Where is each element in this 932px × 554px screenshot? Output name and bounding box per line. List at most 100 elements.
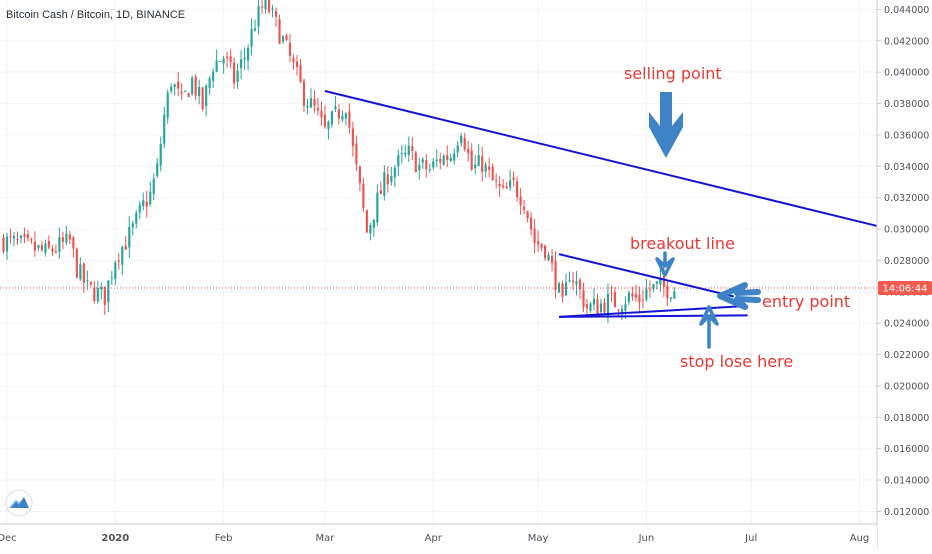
breakout-line-label: breakout line — [630, 234, 735, 253]
time-tick-label: Jun — [638, 533, 655, 544]
tradingview-logo-icon[interactable] — [5, 489, 33, 517]
candle-body — [470, 150, 473, 170]
candle-body — [449, 157, 452, 161]
time-tick-label: Aug — [850, 533, 870, 544]
candle-body — [240, 59, 243, 69]
trendline-rising-support — [558, 304, 748, 318]
candle-body — [278, 19, 281, 44]
candle-body — [655, 281, 658, 284]
candle-body — [669, 297, 672, 299]
candle-body — [648, 289, 651, 291]
candle-body — [550, 255, 554, 264]
candle-body — [233, 62, 236, 84]
price-badge-label: 14:06:44 — [883, 284, 928, 295]
candle-body — [26, 234, 30, 238]
time-axis[interactable] — [0, 524, 877, 550]
candle-body — [495, 180, 498, 182]
candle-body — [484, 164, 487, 172]
price-tick-label: 0.042000 — [884, 36, 929, 47]
candle-body — [5, 236, 9, 252]
candle-body — [330, 111, 334, 125]
candle-body — [439, 158, 442, 163]
time-tick-label: 2020 — [101, 533, 129, 544]
candle-body — [589, 303, 592, 311]
candle-body — [467, 149, 470, 153]
candle-body — [295, 61, 299, 67]
candle-body — [138, 204, 141, 213]
entry-arrow-icon — [717, 282, 761, 310]
candle-body — [509, 180, 512, 188]
candle-body — [313, 98, 316, 106]
candle-body — [61, 237, 64, 242]
candle-body — [400, 153, 403, 155]
candle-body — [208, 78, 211, 89]
candle-body — [264, 0, 267, 10]
candle-body — [236, 70, 239, 82]
candle-body — [564, 282, 568, 296]
candle-body — [585, 304, 589, 309]
trendline-upper-resistance — [324, 90, 878, 227]
price-axis[interactable] — [877, 0, 932, 550]
candle-body — [516, 181, 519, 197]
stop-lose-label: stop lose here — [680, 352, 793, 371]
candle-body — [198, 86, 201, 96]
candle-body — [365, 210, 368, 233]
candle-body — [54, 251, 57, 253]
candle-body — [617, 309, 620, 312]
candle-body — [9, 236, 12, 238]
price-tick-label: 0.016000 — [884, 444, 929, 455]
candle-body — [177, 81, 180, 89]
candle-body — [163, 114, 166, 144]
price-tick-label: 0.040000 — [884, 68, 929, 79]
trendline-breakout-line — [558, 253, 734, 298]
candle-body — [33, 241, 37, 251]
candle-body — [341, 115, 344, 120]
candle-body — [645, 288, 648, 300]
candle-body — [142, 200, 145, 206]
candle-body — [442, 155, 445, 165]
candle-body — [124, 245, 127, 250]
candle-body — [491, 166, 494, 181]
candle-body — [149, 191, 152, 205]
candle-body — [355, 143, 358, 165]
candle-body — [44, 243, 47, 253]
candle-body — [641, 299, 644, 301]
candle-body — [23, 234, 26, 237]
candle-body — [184, 90, 187, 92]
candle-body — [257, 6, 260, 27]
candle-body — [502, 185, 505, 187]
candle-body — [159, 143, 162, 166]
time-tick-label: Apr — [425, 533, 443, 544]
candle-body — [222, 58, 225, 64]
candle-body — [281, 36, 285, 42]
candle-body — [30, 238, 33, 241]
candle-body — [620, 309, 624, 313]
candle-body — [93, 287, 96, 302]
candle-body — [536, 241, 540, 245]
candle-body — [596, 299, 599, 315]
candle-body — [477, 154, 480, 166]
candle-body — [229, 56, 232, 63]
price-tick-label: 0.028000 — [884, 256, 929, 267]
candle-body — [299, 65, 302, 82]
candle-body — [435, 159, 438, 161]
candle-body — [96, 288, 99, 302]
price-tick-label: 0.014000 — [884, 476, 929, 487]
candle-body — [414, 152, 417, 173]
candle-body — [267, 0, 271, 12]
candle-body — [47, 240, 50, 248]
price-tick-label: 0.020000 — [884, 381, 929, 392]
candle-body — [65, 233, 68, 243]
candle-body — [463, 137, 466, 150]
candle-body — [288, 42, 292, 56]
time-tick-label: Mar — [316, 533, 336, 544]
candle-body — [253, 28, 257, 31]
candle-body — [362, 183, 365, 208]
candle-body — [2, 237, 5, 252]
price-badge: 14:06:44 — [878, 281, 932, 296]
candle-body — [599, 303, 603, 313]
candle-body — [638, 294, 641, 303]
candle-body — [578, 279, 582, 290]
candle-body — [425, 160, 428, 170]
